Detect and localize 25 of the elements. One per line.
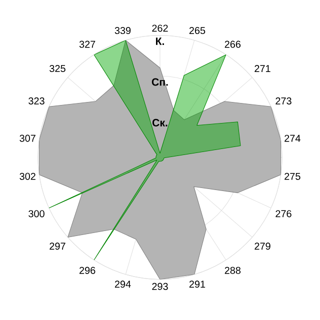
- y-tick-label: Ск.: [152, 118, 168, 126]
- spoke-label: 262: [152, 24, 168, 32]
- spoke-label: 275: [284, 172, 300, 180]
- spoke-label: 265: [189, 26, 206, 34]
- spoke-label: 323: [28, 97, 44, 104]
- spoke-label: 291: [189, 280, 206, 288]
- spoke-label: 302: [20, 172, 36, 180]
- spoke-label: 296: [80, 266, 96, 274]
- spoke-label: 274: [284, 134, 300, 142]
- spoke-label: 276: [276, 210, 292, 218]
- spoke-label: 297: [50, 242, 66, 250]
- spoke-label: 300: [28, 210, 44, 218]
- spoke-label: 293: [152, 282, 168, 290]
- spoke-label: 279: [254, 242, 270, 250]
- spoke-label: 339: [114, 26, 131, 34]
- spoke-label: 325: [50, 64, 66, 72]
- spoke-label: 271: [254, 65, 270, 72]
- spoke-label: 288: [224, 266, 241, 274]
- spoke-label: 307: [20, 134, 36, 142]
- spoke-label: 266: [224, 40, 241, 48]
- spoke-label: 273: [276, 97, 292, 104]
- spoke-label: 294: [114, 280, 131, 288]
- spoke-label: 327: [79, 40, 96, 48]
- y-tick-label: Сп.: [152, 78, 168, 86]
- y-tick-label: К.: [156, 38, 164, 45]
